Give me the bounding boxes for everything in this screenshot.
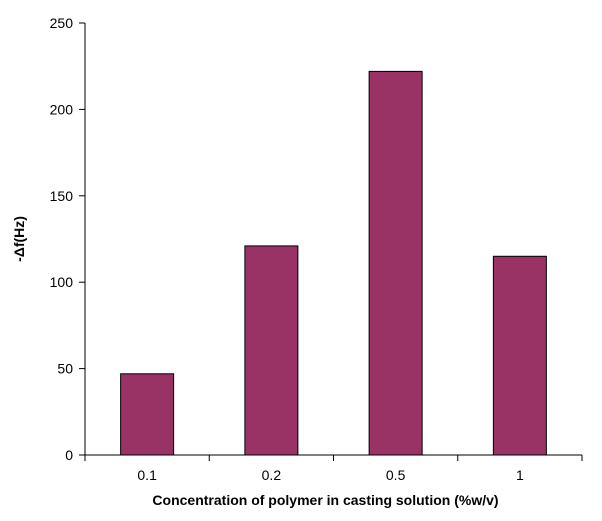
bar-0-2	[244, 245, 299, 456]
y-tick-label: 50	[57, 361, 73, 377]
bar-0-5	[368, 70, 423, 456]
y-axis-title: -Δf(Hz)	[11, 216, 27, 262]
y-ticks-group: 0 50 100 150 200 250	[50, 15, 85, 463]
bar-0-1	[120, 373, 175, 456]
y-tick-label: 150	[50, 188, 74, 204]
x-tick-label: 1	[516, 467, 524, 483]
x-ticks-group: 0.1 0.2 0.5 1	[84, 455, 583, 483]
y-tick-label: 100	[50, 274, 74, 290]
x-tick-label: 0.5	[386, 467, 406, 483]
x-tick-label: 0.2	[262, 467, 282, 483]
bars-group	[120, 70, 547, 456]
y-tick-label: 0	[65, 447, 73, 463]
x-tick-label: 0.1	[137, 467, 157, 483]
y-tick-label: 200	[50, 101, 74, 117]
bar-1	[492, 255, 547, 456]
y-tick-label: 250	[50, 15, 74, 31]
x-axis-title: Concentration of polymer in casting solu…	[152, 492, 498, 508]
